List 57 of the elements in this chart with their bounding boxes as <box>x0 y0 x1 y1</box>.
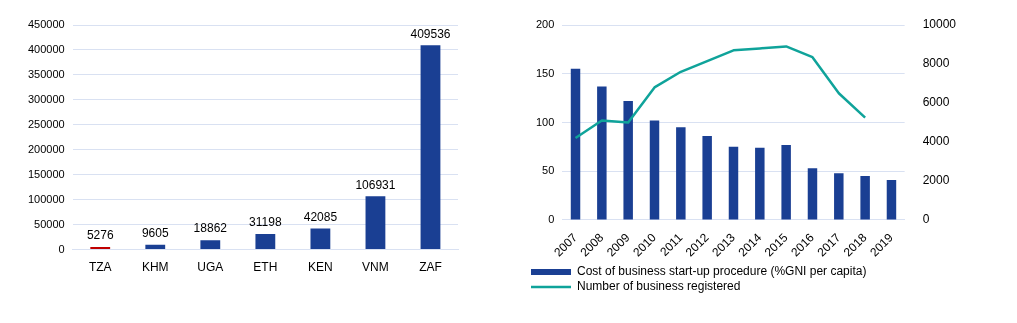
data-label: 409536 <box>410 26 451 41</box>
y-tick-label: 0 <box>548 212 555 225</box>
y2-tick-label: 0 <box>922 212 930 227</box>
x-tick-label: ETH <box>253 260 278 275</box>
legend-label: Cost of business start-up procedure (%GNI per capita) <box>577 264 867 279</box>
y-tick-label: 450000 <box>27 18 65 31</box>
y-tick-label: 100 <box>535 115 555 128</box>
x-tick-label: TZA <box>88 260 112 275</box>
bar <box>886 179 897 220</box>
bar <box>310 228 331 250</box>
y-tick-label: 50000 <box>34 217 65 230</box>
bar <box>676 127 686 220</box>
y2-tick-label: 8000 <box>922 56 950 71</box>
data-label: 9605 <box>141 226 169 241</box>
x-tick-label: ZAF <box>419 260 442 275</box>
y-tick-label: 150000 <box>27 167 65 180</box>
y-tick-label: 350000 <box>27 67 65 80</box>
bar <box>365 196 386 250</box>
bar <box>570 68 581 220</box>
data-label: 5276 <box>86 228 114 243</box>
data-label: 18862 <box>193 221 228 236</box>
bar <box>649 120 660 220</box>
bar <box>860 176 870 220</box>
y-tick-label: 250000 <box>27 117 65 130</box>
y-tick-label: 300000 <box>27 92 65 105</box>
bar <box>597 86 607 220</box>
y2-tick-label: 6000 <box>922 95 950 110</box>
y2-tick-label: 2000 <box>922 173 950 188</box>
bar <box>702 136 712 220</box>
bar <box>834 173 844 220</box>
bar <box>728 146 739 220</box>
y-tick-label: 200 <box>535 18 555 31</box>
data-label: 106931 <box>355 177 396 192</box>
y-tick-label: 50 <box>542 164 555 177</box>
y2-tick-label: 4000 <box>922 134 950 149</box>
bar <box>807 168 818 220</box>
x-tick-label: UGA <box>197 260 224 275</box>
bar <box>255 234 276 250</box>
x-tick-label: VNM <box>362 260 389 275</box>
data-label: 42085 <box>303 209 338 224</box>
bar <box>200 240 221 250</box>
bar <box>420 45 441 250</box>
y-tick-label: 150 <box>535 66 555 79</box>
y-tick-label: 200000 <box>27 142 65 155</box>
data-label: 31198 <box>249 215 282 230</box>
x-tick-label: KHM <box>141 260 169 275</box>
y-tick-label: 100000 <box>27 192 65 205</box>
bar <box>145 244 166 250</box>
bar <box>623 101 633 220</box>
bar <box>755 147 765 220</box>
legend-label: Number of business registered <box>577 279 741 294</box>
y-tick-label: 400000 <box>27 42 65 55</box>
bar <box>90 246 111 250</box>
y2-tick-label: 10000 <box>922 17 957 32</box>
bar <box>781 144 791 220</box>
y-tick-label: 0 <box>58 242 65 255</box>
x-tick-label: KEN <box>308 260 333 275</box>
